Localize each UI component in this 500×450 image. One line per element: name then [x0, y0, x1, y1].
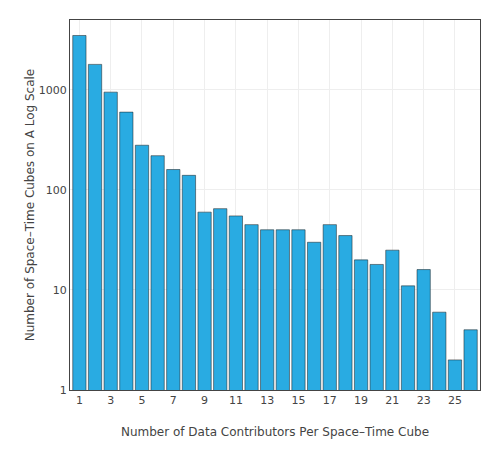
svg-text:1: 1 [76, 394, 83, 407]
svg-text:19: 19 [354, 394, 368, 407]
svg-text:21: 21 [385, 394, 399, 407]
svg-text:25: 25 [448, 394, 462, 407]
svg-text:5: 5 [138, 394, 145, 407]
svg-text:13: 13 [260, 394, 274, 407]
svg-text:15: 15 [291, 394, 305, 407]
svg-text:10: 10 [53, 284, 67, 297]
svg-text:23: 23 [417, 394, 431, 407]
svg-text:9: 9 [201, 394, 208, 407]
svg-text:100: 100 [46, 184, 67, 197]
svg-text:11: 11 [229, 394, 243, 407]
svg-text:3: 3 [107, 394, 114, 407]
svg-text:1000: 1000 [39, 84, 67, 97]
svg-text:Number of Data Contributors Pe: Number of Data Contributors Per Space–Ti… [121, 425, 429, 439]
svg-text:17: 17 [323, 394, 337, 407]
svg-text:Number of Space–Time Cubes on: Number of Space–Time Cubes on A Log Scal… [23, 69, 37, 342]
svg-text:1: 1 [60, 384, 67, 397]
svg-text:7: 7 [170, 394, 177, 407]
